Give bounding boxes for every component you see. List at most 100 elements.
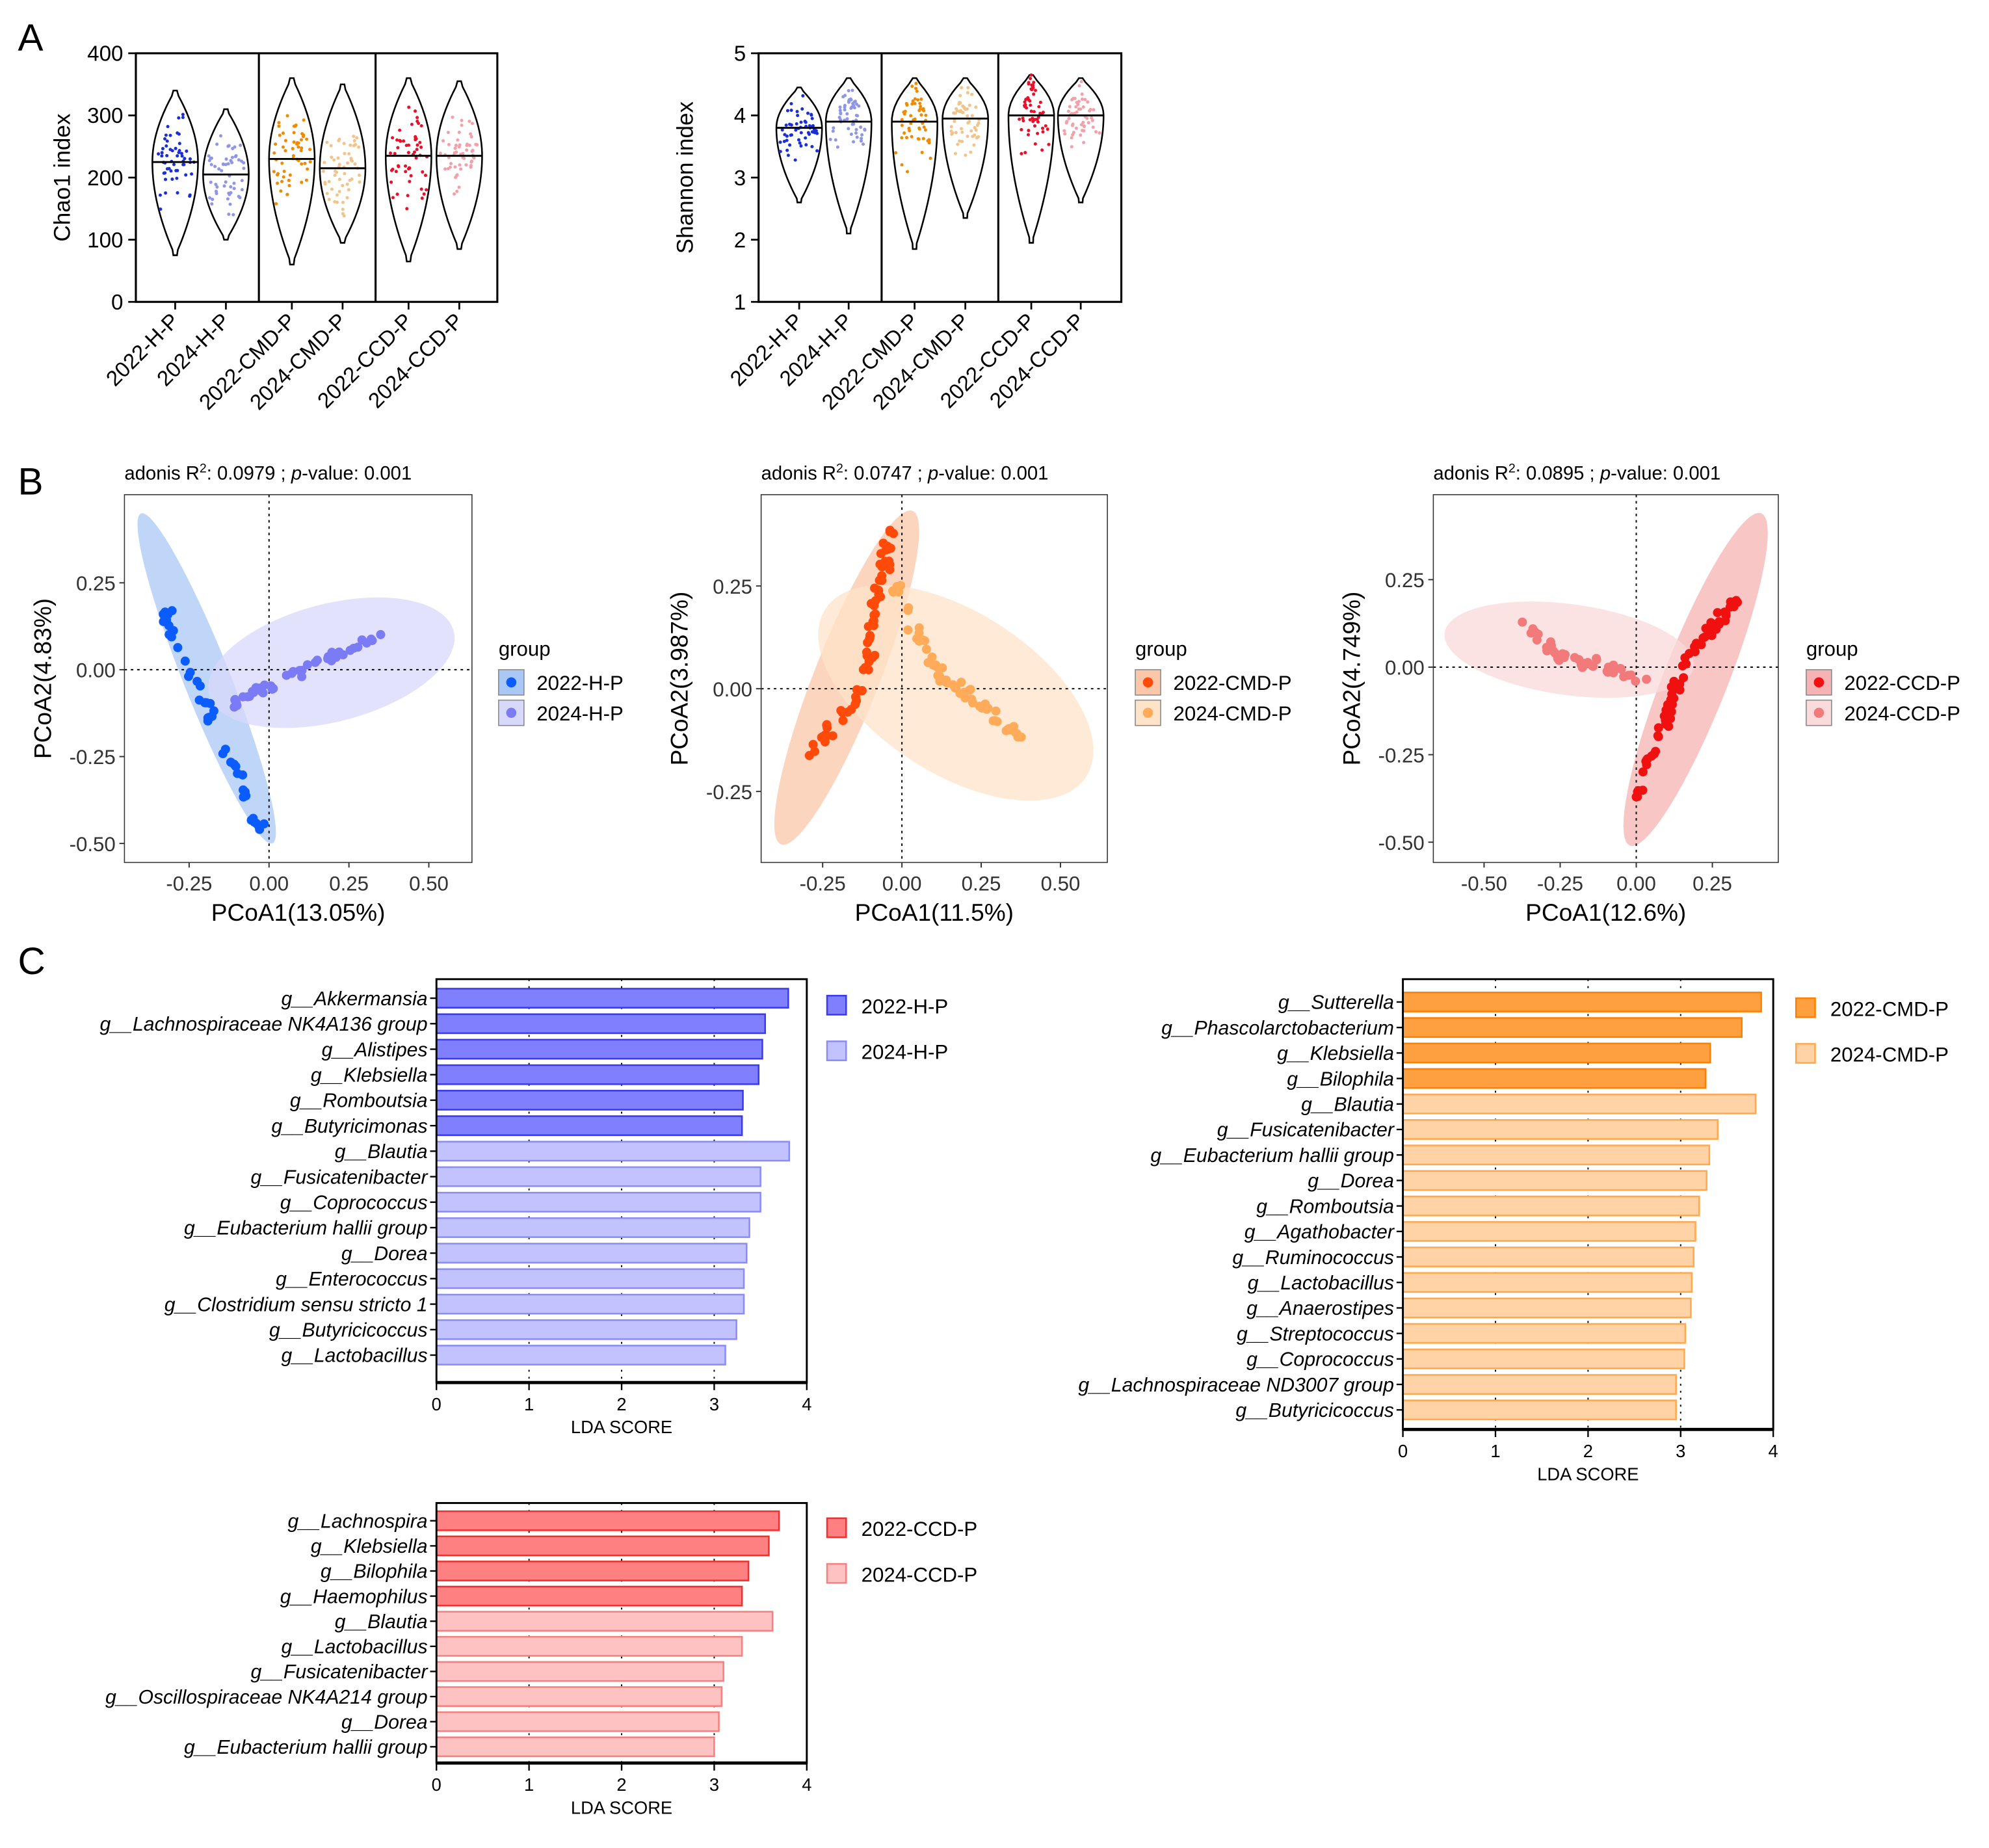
category-label: g__Blautia (1301, 1094, 1394, 1116)
data-point (845, 112, 849, 116)
data-point (1036, 120, 1040, 124)
data-point (448, 165, 452, 169)
data-point (465, 144, 469, 148)
pcoa-plot-pcoa-cmd: adonis R2: 0.0747 ; p-value: 0.001 -0.25 0… (665, 461, 1291, 926)
data-point (1036, 115, 1040, 119)
legend-key (826, 1517, 847, 1538)
data-point (847, 88, 850, 93)
legend-label: 2022-CMD-P (1830, 997, 1949, 1020)
category-label: g__Fusicatenibacter (1217, 1120, 1395, 1141)
y-axis-label: PCoA2(4.83%) (29, 598, 56, 759)
data-point-2024-CMD-P (967, 694, 977, 704)
data-point (229, 185, 233, 189)
data-point (234, 154, 238, 158)
legend-marker (1813, 677, 1824, 688)
data-point (415, 116, 419, 120)
data-point (447, 142, 451, 146)
data-point (287, 178, 291, 183)
data-point (784, 123, 788, 127)
data-point (283, 149, 287, 153)
data-point-2022-CCD-P (1670, 683, 1680, 693)
data-point (851, 140, 856, 144)
data-point (1029, 103, 1033, 107)
data-point-2024-CMD-P (950, 683, 960, 693)
data-point (174, 168, 178, 172)
data-point (1077, 107, 1081, 111)
data-point (415, 143, 419, 147)
legend-label: 2024-CMD-P (1830, 1044, 1949, 1066)
data-point (960, 130, 964, 134)
category-label: g__Fusicatenibacter (250, 1661, 428, 1683)
category-label: g__Phascolarctobacterium (1161, 1018, 1394, 1039)
x-tick-label: 1 (524, 1775, 534, 1795)
data-point (902, 110, 906, 114)
data-point (1029, 109, 1033, 113)
adonis-stats: adonis R2: 0.0747 ; p-value: 0.001 (761, 461, 1049, 484)
data-point (230, 155, 234, 159)
data-point (804, 136, 808, 140)
legend-marker (1813, 707, 1824, 719)
data-point (398, 128, 402, 132)
category-label: g__Bilophila (1287, 1068, 1394, 1090)
data-point (357, 145, 361, 149)
category-label: g__Dorea (1308, 1170, 1394, 1192)
data-point (789, 101, 793, 106)
data-point-2022-CCD-P (1713, 608, 1722, 618)
data-point (408, 166, 412, 170)
data-point (836, 145, 839, 149)
data-point (793, 158, 797, 162)
bar-g__Klebsiella (435, 1535, 770, 1557)
data-point (288, 173, 292, 177)
pcoa-plot-pcoa-ccd: adonis R2: 0.0895 ; p-value: 0.001 -0.50 -… (1337, 461, 1960, 926)
data-point (214, 183, 218, 187)
data-point-2024-CCD-P (1588, 661, 1598, 671)
data-point-2024-CMD-P (921, 644, 931, 654)
data-point (355, 136, 359, 140)
data-point-2022-CCD-P (1664, 722, 1674, 732)
data-point-2024-CCD-P (1548, 646, 1559, 656)
x-tick-label: 0.50 (409, 872, 449, 895)
data-point (970, 92, 974, 96)
category-label: g__Butyricicoccus (269, 1320, 428, 1341)
category-label: g__Akkermansia (282, 988, 428, 1010)
data-point (415, 148, 419, 152)
x-tick-label: 2 (616, 1775, 626, 1795)
category-label: g__Oscillospiraceae NK4A214 group (105, 1687, 428, 1708)
legend-marker (1142, 707, 1153, 719)
data-point (345, 196, 349, 200)
data-point (863, 128, 867, 132)
data-point (919, 98, 923, 101)
data-point (795, 122, 798, 126)
data-point (231, 213, 235, 217)
data-point-2024-CCD-P (1619, 672, 1629, 681)
data-point (915, 89, 919, 93)
data-point-2022-CCD-P (1633, 787, 1642, 797)
data-point (1020, 152, 1023, 155)
legend-marker (506, 677, 517, 688)
data-point-2022-CMD-P (876, 549, 886, 559)
data-point (958, 109, 962, 112)
data-point (894, 151, 898, 155)
adonis-stats: adonis R2: 0.0895 ; p-value: 0.001 (1433, 461, 1720, 484)
data-point-2022-H-P (180, 656, 190, 666)
data-point (788, 143, 792, 147)
data-point (325, 140, 329, 144)
data-point-2024-CCD-P (1616, 663, 1626, 674)
data-point (799, 131, 803, 135)
data-point (323, 161, 326, 165)
data-point-2024-CMD-P (920, 636, 930, 646)
data-point (1033, 124, 1037, 128)
legend-label: 2024-H-P (536, 702, 623, 725)
data-point (405, 207, 409, 211)
data-point (913, 97, 917, 101)
data-point (165, 144, 168, 148)
data-point (850, 88, 854, 92)
data-point (926, 139, 930, 143)
data-point (276, 172, 280, 176)
data-point (458, 163, 462, 167)
data-point (966, 135, 969, 139)
data-point (1072, 131, 1075, 135)
data-point (282, 170, 286, 174)
data-point (354, 142, 358, 146)
legend-label: 2024-CMD-P (1174, 702, 1292, 725)
